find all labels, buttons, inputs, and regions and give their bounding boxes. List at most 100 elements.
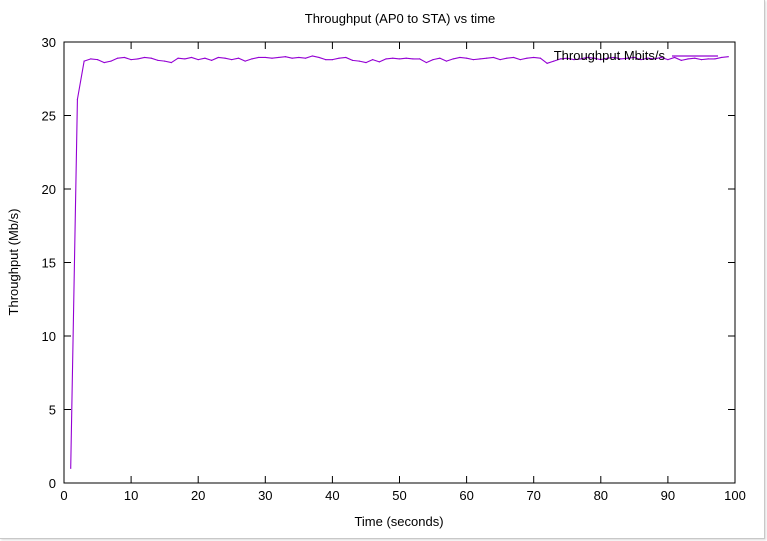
data-point bbox=[90, 58, 92, 60]
x-tick-label: 60 bbox=[459, 488, 473, 503]
data-point bbox=[633, 56, 635, 59]
data-point bbox=[304, 57, 307, 59]
axis-ticks: 0 5 10 15 20 25 30 0 10 20 30 40 50 60 70 80 90 100 bbox=[42, 35, 746, 503]
data-point bbox=[593, 57, 595, 59]
legend: Throughput Mbits/s bbox=[554, 48, 718, 63]
data-point bbox=[96, 59, 99, 61]
data-point bbox=[372, 59, 374, 61]
data-point bbox=[231, 59, 233, 61]
data-point bbox=[345, 56, 347, 59]
data-point bbox=[244, 60, 246, 62]
data-point bbox=[714, 58, 716, 60]
data-point bbox=[264, 56, 266, 59]
data-point bbox=[365, 61, 367, 64]
data-point bbox=[613, 56, 615, 59]
data-point bbox=[385, 58, 387, 60]
data-point bbox=[224, 57, 226, 59]
data-point bbox=[237, 57, 240, 59]
y-axis-label: Throughput (Mb/s) bbox=[6, 209, 21, 316]
data-point bbox=[687, 58, 689, 60]
data-point bbox=[271, 57, 273, 59]
data-point bbox=[586, 56, 588, 59]
x-tick-label: 40 bbox=[325, 488, 339, 503]
data-point bbox=[123, 56, 125, 59]
data-point bbox=[653, 58, 656, 60]
data-point bbox=[412, 58, 414, 60]
data-point bbox=[499, 59, 501, 61]
data-point bbox=[398, 58, 401, 60]
series-line-throughput bbox=[70, 55, 729, 469]
data-point bbox=[298, 56, 300, 59]
data-point bbox=[378, 61, 380, 63]
data-point bbox=[117, 57, 119, 59]
data-point bbox=[358, 60, 360, 62]
data-point bbox=[707, 58, 709, 60]
data-point bbox=[130, 59, 132, 61]
series-layer bbox=[70, 55, 729, 469]
x-tick-label: 0 bbox=[60, 488, 67, 503]
data-point bbox=[291, 57, 293, 59]
data-point bbox=[566, 57, 568, 59]
data-point bbox=[492, 56, 495, 59]
data-point bbox=[318, 56, 320, 59]
data-point bbox=[466, 57, 468, 59]
data-point bbox=[459, 56, 461, 59]
x-tick-label: 20 bbox=[191, 488, 205, 503]
data-point bbox=[211, 59, 213, 61]
data-point bbox=[257, 56, 260, 59]
data-point bbox=[170, 61, 172, 64]
y-tick-label: 10 bbox=[42, 329, 56, 344]
data-point bbox=[506, 57, 508, 59]
data-point bbox=[103, 61, 105, 64]
x-tick-label: 10 bbox=[124, 488, 138, 503]
data-point bbox=[640, 59, 642, 61]
x-tick-label: 30 bbox=[258, 488, 272, 503]
data-point bbox=[486, 57, 488, 59]
data-point bbox=[472, 59, 474, 61]
data-point bbox=[727, 56, 729, 58]
data-point bbox=[694, 57, 696, 59]
data-point bbox=[76, 98, 79, 100]
plot-border bbox=[63, 41, 736, 484]
data-point bbox=[137, 58, 139, 60]
y-tick-label: 20 bbox=[42, 182, 56, 197]
x-tick-label: 90 bbox=[661, 488, 675, 503]
data-point bbox=[600, 59, 602, 61]
data-point bbox=[197, 59, 199, 61]
data-point bbox=[720, 56, 723, 59]
y-tick-label: 15 bbox=[42, 256, 56, 271]
data-point bbox=[620, 58, 622, 60]
data-point bbox=[526, 57, 528, 59]
data-point bbox=[311, 55, 313, 57]
data-point bbox=[83, 60, 85, 62]
x-tick-label: 70 bbox=[526, 488, 540, 503]
data-point bbox=[251, 58, 253, 60]
data-point bbox=[580, 58, 582, 60]
data-point bbox=[680, 59, 682, 61]
data-point bbox=[405, 57, 407, 59]
data-point bbox=[70, 467, 72, 469]
data-point bbox=[425, 61, 427, 64]
data-point bbox=[479, 58, 481, 60]
data-point bbox=[157, 59, 159, 61]
data-point bbox=[164, 60, 166, 62]
y-tick-label: 25 bbox=[42, 109, 56, 124]
data-point bbox=[150, 57, 152, 59]
data-point bbox=[143, 56, 146, 59]
data-point bbox=[700, 59, 703, 61]
data-point bbox=[177, 57, 179, 59]
data-point bbox=[278, 56, 280, 59]
data-point bbox=[338, 57, 340, 59]
data-point bbox=[284, 56, 287, 58]
legend-label-throughput: Throughput Mbits/s bbox=[554, 48, 666, 63]
data-point bbox=[647, 57, 649, 59]
y-tick-label: 5 bbox=[49, 403, 56, 418]
data-point bbox=[533, 56, 535, 59]
data-point bbox=[439, 57, 441, 59]
y-tick-label: 30 bbox=[42, 35, 56, 50]
data-point bbox=[452, 58, 454, 60]
data-point bbox=[184, 58, 186, 60]
x-tick-label: 50 bbox=[392, 488, 406, 503]
